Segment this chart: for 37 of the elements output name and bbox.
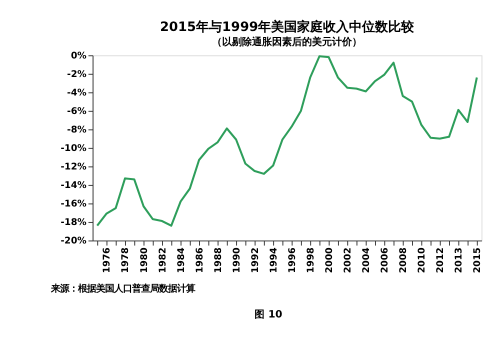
x-tick-label: 1994 — [268, 246, 280, 274]
line-series — [96, 55, 478, 227]
x-tick-label: 1990 — [231, 247, 242, 274]
x-tick-label: 1992 — [250, 247, 261, 274]
x-tick-label: 1998 — [305, 247, 316, 274]
caption: 图 10 — [254, 309, 282, 320]
source-note: 来源：根据美国人口普查局数据计算 — [50, 282, 195, 294]
y-tick-label: -6% — [67, 106, 87, 118]
x-tick-label: 1980 — [138, 247, 150, 274]
x-tick-label: 2015 — [472, 247, 484, 274]
y-tick-label: -20% — [60, 236, 87, 247]
x-tick-label: 1982 — [157, 247, 168, 274]
y-tick-label: -4% — [67, 88, 87, 99]
y-tick-label: -12% — [60, 162, 87, 173]
x-tick-label: 2000 — [324, 247, 335, 274]
y-tick-label: -18% — [60, 217, 87, 228]
y-tick-label: -2% — [67, 69, 87, 80]
x-tick-label: 2006 — [380, 247, 390, 274]
x-tick-label: 1988 — [212, 247, 224, 274]
x-tick-label: 2002 — [342, 247, 354, 274]
chart-title: 2015年与1999年美国家庭收入中位数比较 — [160, 19, 416, 36]
x-tick-label: 2008 — [398, 247, 410, 274]
y-tick-label: 0% — [70, 50, 87, 62]
y-tick-label: -14% — [60, 180, 87, 192]
y-tick-label: -10% — [60, 143, 87, 154]
x-tick-label: 1996 — [286, 247, 298, 274]
x-tick-label: 2010 — [416, 247, 428, 274]
chart-subtitle: （以剔除通胀因素后的美元计价） — [212, 36, 362, 48]
x-tick-label: 1986 — [194, 247, 206, 274]
y-tick-label: -16% — [60, 198, 87, 210]
x-tick-label: 1976 — [102, 247, 113, 274]
x-tick-label: 2013 — [454, 247, 465, 274]
x-tick-label: 1978 — [120, 247, 132, 274]
x-tick-label: 2004 — [360, 246, 372, 274]
y-tick-label: -8% — [67, 124, 87, 136]
x-tick-label: 1984 — [176, 246, 187, 274]
x-tick-label: 2012 — [435, 247, 446, 274]
